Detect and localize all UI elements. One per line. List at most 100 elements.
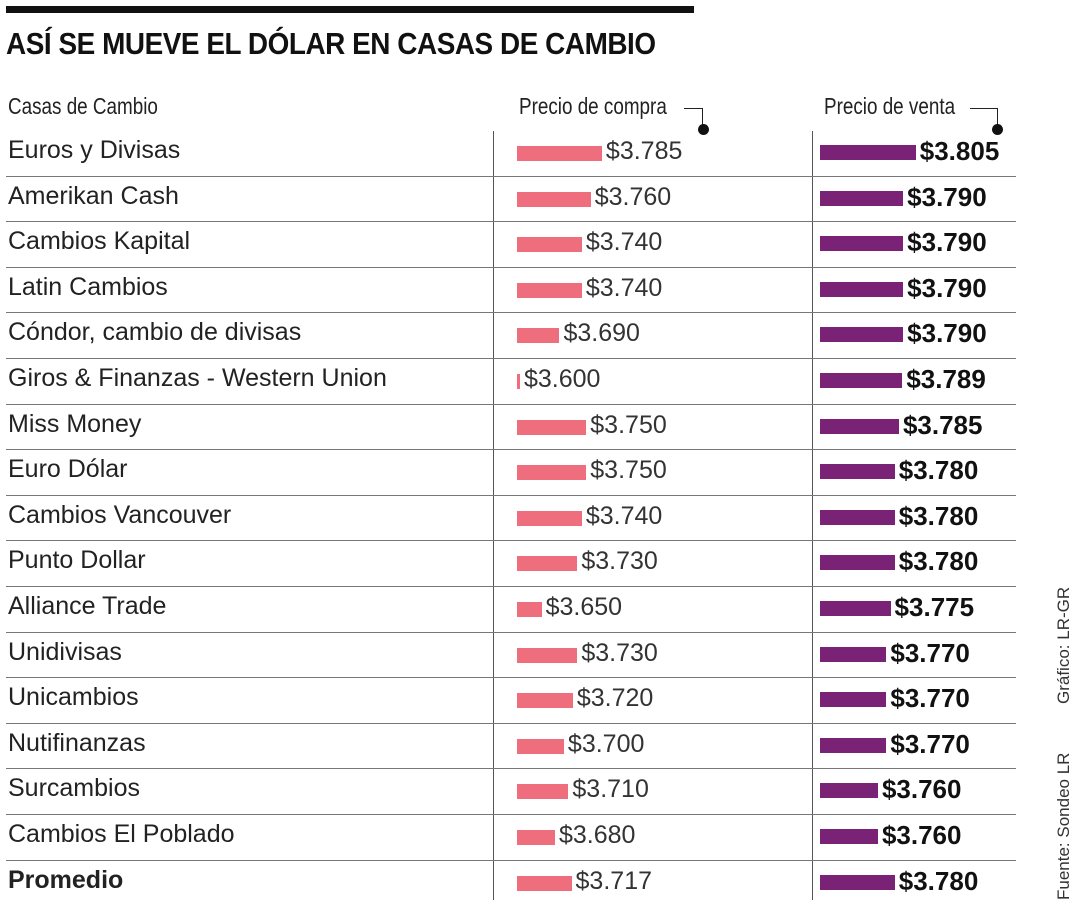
row-divider <box>6 813 1016 815</box>
buy-value-label: $3.710 <box>572 775 649 804</box>
chart-title: ASÍ SE MUEVE EL DÓLAR EN CASAS DE CAMBIO <box>6 26 656 61</box>
sell-value-label: $3.790 <box>907 227 987 258</box>
buy-bar <box>517 191 591 207</box>
row-label: Giros & Finanzas - Western Union <box>8 364 387 392</box>
column-header-buy: Precio de compra <box>519 93 667 119</box>
table-row: Surcambios $3.710 $3.760 <box>0 769 1016 815</box>
sell-value-label: $3.785 <box>902 409 983 440</box>
credit-source: Fuente: Sondeo LR <box>1054 752 1073 900</box>
buy-bar <box>517 146 602 161</box>
row-label: Cóndor, cambio de divisas <box>8 318 302 347</box>
table-row: Cóndor, cambio de divisas $3.690 $3.790 <box>0 313 1016 359</box>
sell-bar <box>820 327 904 343</box>
table-row: Unicambios $3.720 $3.770 <box>0 678 1016 724</box>
buy-bar <box>517 419 587 435</box>
sell-header-bracket <box>970 108 998 125</box>
row-divider <box>6 494 1016 496</box>
sell-bar <box>820 829 878 844</box>
sell-value-label: $3.770 <box>890 683 970 714</box>
buy-bar <box>517 784 569 800</box>
table-row: Latin Cambios $3.740 $3.790 <box>0 268 1016 314</box>
table-row: Nutifinanzas $3.700 $3.770 <box>0 724 1016 770</box>
row-label: Latin Cambios <box>8 272 168 301</box>
buy-value-label: $3.730 <box>581 638 658 667</box>
sell-bar <box>820 601 891 616</box>
sell-bar <box>820 646 887 662</box>
table-row: Euro Dólar $3.750 $3.780 <box>0 450 1016 496</box>
buy-value-label: $3.720 <box>576 684 654 713</box>
row-divider <box>6 266 1016 268</box>
buy-bar <box>517 374 520 389</box>
row-divider <box>6 677 1016 679</box>
credit-graphic: Gráfico: LR-GR <box>1054 586 1073 704</box>
buy-bar <box>517 693 573 709</box>
sell-value-label: $3.770 <box>890 728 970 759</box>
buy-value-label: $3.740 <box>585 501 663 530</box>
sell-bar <box>820 874 895 890</box>
buy-value-label: $3.750 <box>590 410 667 439</box>
buy-value-label: $3.717 <box>575 866 652 895</box>
row-divider <box>6 312 1016 314</box>
row-divider <box>6 859 1016 861</box>
sell-bar <box>820 464 895 480</box>
row-divider <box>6 722 1016 724</box>
sell-bar <box>820 190 904 206</box>
sell-bar <box>820 281 904 297</box>
sell-value-label: $3.790 <box>907 318 987 349</box>
title-rule <box>6 6 694 13</box>
buy-bar <box>517 738 564 754</box>
table-row: Miss Money $3.750 $3.785 <box>0 405 1016 451</box>
row-label: Cambios Kapital <box>8 227 191 256</box>
buy-bar <box>517 510 582 526</box>
row-divider <box>6 585 1016 587</box>
buy-bar <box>517 465 587 481</box>
sell-value-label: $3.780 <box>898 455 979 486</box>
sell-value-label: $3.780 <box>898 500 979 531</box>
column-header-name: Casas de Cambio <box>8 93 158 119</box>
table-row: Alliance Trade $3.650 $3.775 <box>0 587 1016 633</box>
row-label: Alliance Trade <box>8 592 167 620</box>
buy-bar <box>517 556 578 572</box>
sell-header-dot <box>992 124 1003 135</box>
sell-bar <box>820 373 903 388</box>
sell-value-label: $3.790 <box>907 181 987 212</box>
buy-value-label: $3.785 <box>605 137 683 165</box>
column-divider-buy <box>493 131 494 900</box>
table-row: Cambios El Poblado $3.680 $3.760 <box>0 815 1016 861</box>
buy-value-label: $3.600 <box>524 365 601 393</box>
table-row: Cambios Vancouver $3.740 $3.780 <box>0 496 1016 542</box>
sell-value-label: $3.770 <box>890 637 970 668</box>
buy-bar <box>517 282 582 298</box>
table-row: Euros y Divisas $3.785 $3.805 <box>0 131 1016 177</box>
table-row: Unidivisas $3.730 $3.770 <box>0 633 1016 679</box>
sell-value-label: $3.805 <box>919 136 1000 166</box>
table-row: Giros & Finanzas - Western Union $3.600 $3… <box>0 359 1016 405</box>
sell-value-label: $3.789 <box>906 364 986 394</box>
column-divider-sell <box>812 131 813 900</box>
row-label: Unidivisas <box>8 637 122 666</box>
buy-value-label: $3.760 <box>594 182 672 211</box>
sell-bar <box>820 737 887 753</box>
sell-bar <box>820 509 895 525</box>
table-row: Promedio $3.717 $3.780 <box>0 861 1016 906</box>
sell-bar <box>820 418 899 434</box>
row-label: Punto Dollar <box>8 546 146 575</box>
buy-bar <box>517 328 560 344</box>
row-label: Miss Money <box>8 409 142 438</box>
sell-bar <box>820 783 878 799</box>
buy-header-bracket <box>684 108 703 125</box>
column-header-sell: Precio de venta <box>824 93 956 119</box>
buy-bar <box>517 875 572 891</box>
sell-value-label: $3.775 <box>894 592 975 622</box>
sell-value-label: $3.790 <box>907 272 987 303</box>
sell-bar <box>820 236 904 252</box>
row-label: Cambios El Poblado <box>8 820 235 848</box>
sell-bar <box>820 145 916 160</box>
sell-value-label: $3.780 <box>898 546 979 577</box>
buy-value-label: $3.740 <box>585 273 663 302</box>
table-row: Amerikan Cash $3.760 $3.790 <box>0 177 1016 223</box>
row-divider <box>6 449 1016 451</box>
buy-bar <box>517 237 582 253</box>
row-divider <box>6 768 1016 770</box>
buy-value-label: $3.680 <box>558 821 636 849</box>
